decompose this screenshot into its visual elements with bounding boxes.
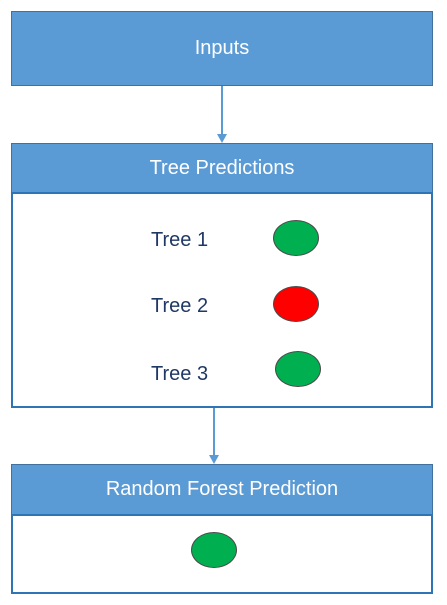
tree-predictions-header: Tree Predictions bbox=[11, 143, 433, 193]
tree-2-prediction-dot bbox=[273, 286, 319, 322]
random-forest-title: Random Forest Prediction bbox=[105, 478, 339, 500]
tree-1-prediction-dot bbox=[273, 220, 319, 256]
arrow-inputs-to-trees bbox=[217, 86, 227, 143]
inputs-label: Inputs bbox=[194, 37, 250, 59]
tree-2-label: Tree 2 bbox=[151, 295, 209, 317]
random-forest-result-dot bbox=[191, 532, 237, 568]
tree-1-label: Tree 1 bbox=[151, 229, 209, 251]
tree-predictions-title: Tree Predictions bbox=[149, 156, 295, 179]
arrow-trees-to-forest bbox=[209, 408, 219, 464]
tree-predictions-body bbox=[11, 192, 433, 408]
inputs-box: Inputs bbox=[11, 11, 433, 86]
tree-3-prediction-dot bbox=[275, 351, 321, 387]
random-forest-header: Random Forest Prediction bbox=[11, 464, 433, 515]
tree-3-label: Tree 3 bbox=[151, 363, 209, 385]
